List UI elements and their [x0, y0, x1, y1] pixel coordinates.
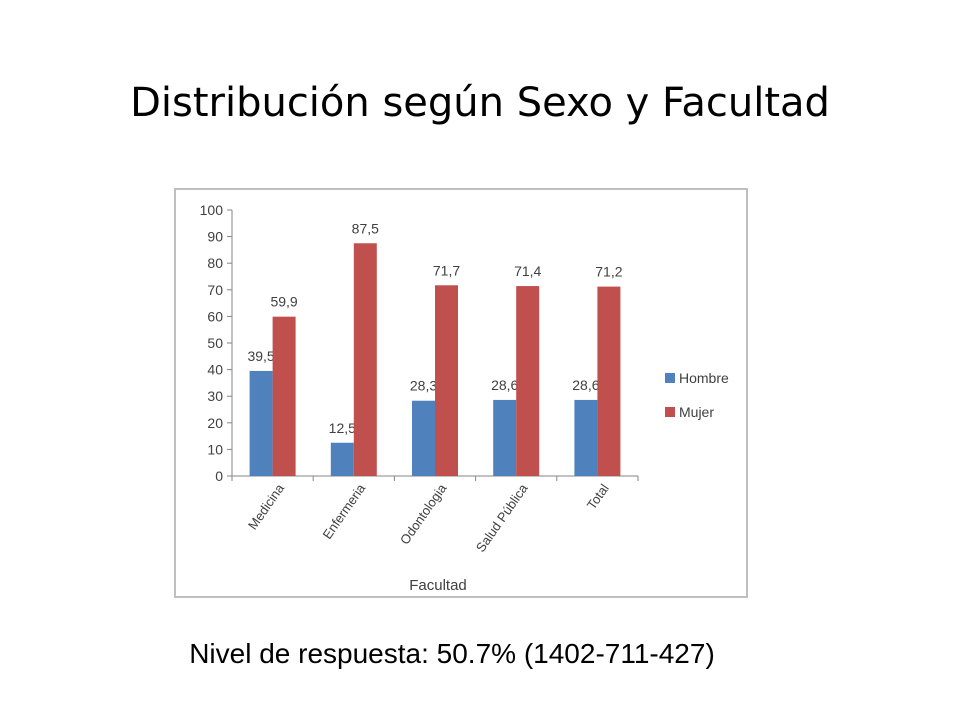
data-label: 71,4 — [514, 263, 541, 279]
data-label: 28,6 — [572, 377, 599, 393]
data-label: 28,6 — [491, 377, 518, 393]
legend-label: Hombre — [679, 370, 729, 386]
bar-mujer-3 — [435, 285, 458, 476]
y-tick-label: 30 — [207, 388, 223, 404]
page-title: Distribución según Sexo y Facultad — [130, 80, 830, 126]
x-tick-label: Salud Pública — [473, 480, 531, 554]
data-label: 71,7 — [433, 262, 460, 278]
x-tick-label: Odontologia — [397, 480, 450, 547]
data-label: 71,2 — [595, 264, 622, 280]
x-axis-title: Facultad — [409, 577, 467, 594]
bar-hombre-4 — [493, 399, 517, 476]
y-tick-label: 70 — [207, 282, 223, 298]
y-tick-label: 90 — [207, 229, 223, 245]
legend-swatch — [665, 407, 675, 417]
x-tick-label: Enfermeria — [320, 480, 369, 541]
bar-mujer-5 — [597, 286, 621, 476]
x-tick-label: Medicina — [245, 480, 288, 532]
y-tick-label: 10 — [207, 441, 223, 457]
data-label: 39,5 — [247, 348, 274, 364]
bar-mujer-4 — [516, 286, 540, 476]
y-tick-label: 20 — [207, 415, 223, 431]
bar-chart: 0 10 20 30 40 50 60 70 80 90 100 39,5 59,9 Medicina 12… — [200, 202, 729, 594]
y-tick-label: 0 — [215, 468, 223, 484]
y-tick-label: 40 — [207, 362, 223, 378]
bar-hombre-2 — [330, 442, 354, 476]
legend-swatch — [665, 373, 675, 383]
bar-mujer-1 — [272, 316, 296, 476]
legend-label: Mujer — [679, 404, 714, 420]
response-rate-note: Nivel de respuesta: 50.7% (1402-711-427) — [189, 638, 715, 669]
bar-hombre-5 — [574, 399, 598, 476]
data-label: 12,5 — [329, 420, 356, 436]
y-tick-label: 60 — [207, 308, 223, 324]
bar-hombre-3 — [412, 400, 435, 476]
bar-mujer-2 — [353, 243, 377, 476]
data-label: 87,5 — [352, 220, 379, 236]
bar-hombre-1 — [249, 370, 273, 476]
y-tick-label: 50 — [207, 335, 223, 351]
y-tick-label: 100 — [200, 202, 224, 218]
data-label: 59,9 — [270, 294, 297, 310]
data-label: 28,3 — [410, 378, 437, 394]
y-tick-label: 80 — [207, 255, 223, 271]
x-tick-label: Total — [584, 481, 612, 512]
chart-frame: 0 10 20 30 40 50 60 70 80 90 100 39,5 59,9 Medicina 12… — [174, 188, 748, 598]
